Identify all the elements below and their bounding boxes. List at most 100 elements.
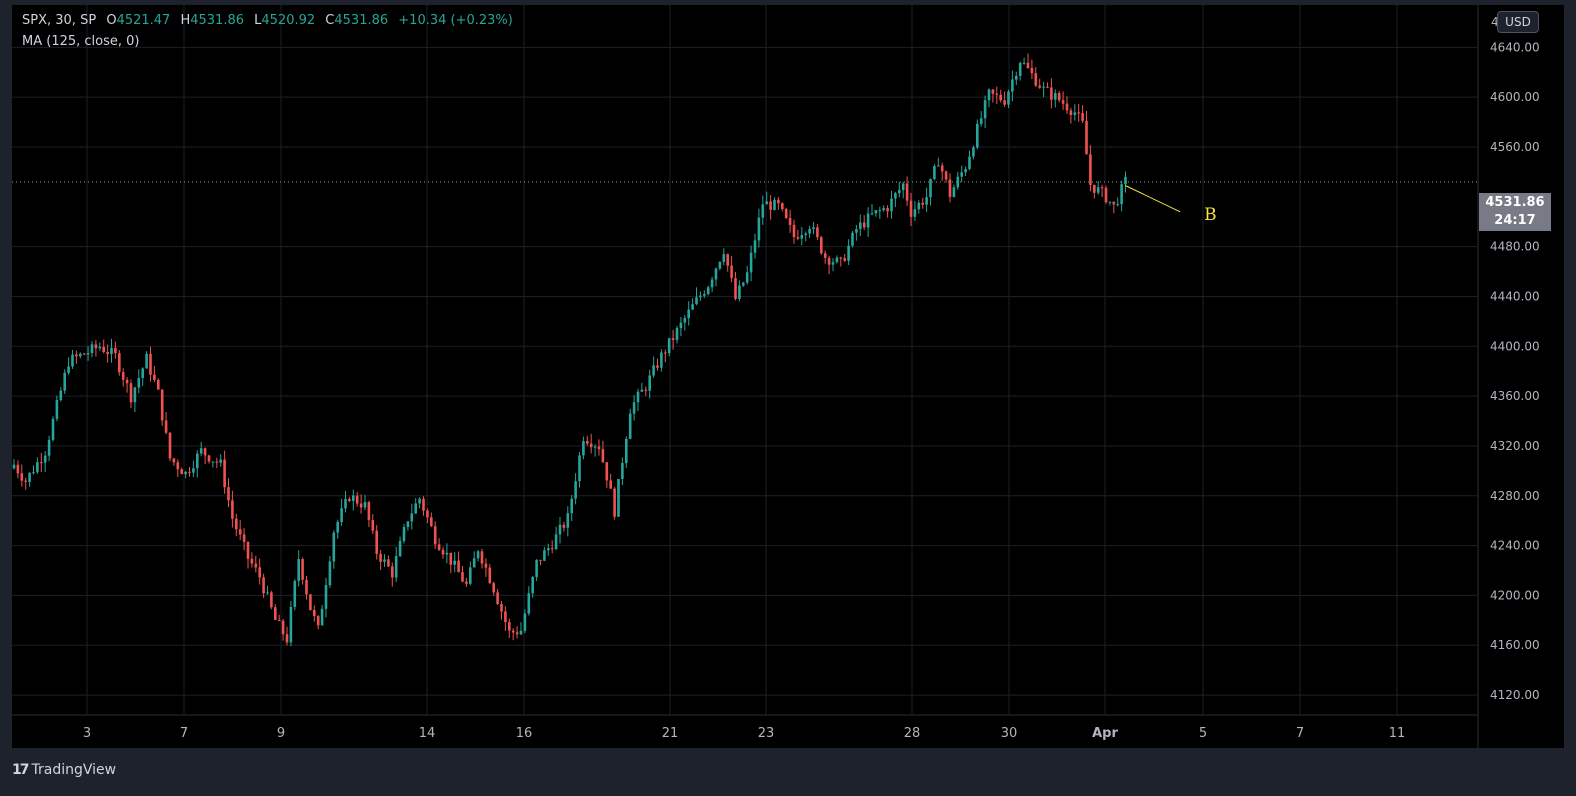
candle[interactable] (1096, 180, 1100, 195)
candle[interactable] (20, 464, 24, 487)
candle[interactable] (613, 486, 616, 520)
candle[interactable] (898, 181, 901, 198)
candle[interactable] (246, 541, 250, 569)
candle[interactable] (449, 552, 453, 574)
candle[interactable] (1100, 184, 1104, 197)
candle[interactable] (901, 181, 905, 199)
candle[interactable] (79, 352, 82, 359)
candle[interactable] (1077, 103, 1080, 122)
candle[interactable] (886, 205, 889, 218)
candle[interactable] (12, 459, 16, 470)
candle[interactable] (469, 561, 472, 586)
candle[interactable] (734, 271, 737, 301)
candle[interactable] (913, 201, 917, 221)
candle[interactable] (699, 291, 702, 302)
candle[interactable] (547, 543, 550, 556)
candle[interactable] (227, 478, 230, 508)
candle[interactable] (781, 202, 784, 212)
candle[interactable] (121, 368, 125, 387)
candle[interactable] (274, 604, 277, 621)
candle[interactable] (379, 549, 382, 571)
candle[interactable] (675, 326, 679, 344)
candle[interactable] (1093, 184, 1096, 199)
candle[interactable] (430, 512, 433, 528)
candle[interactable] (890, 190, 893, 219)
candle[interactable] (231, 490, 234, 528)
candle[interactable] (554, 526, 558, 550)
candle[interactable] (55, 395, 59, 422)
candle[interactable] (718, 261, 722, 271)
candle[interactable] (1022, 57, 1026, 65)
candle[interactable] (765, 191, 768, 205)
candle[interactable] (86, 346, 90, 361)
candle[interactable] (617, 478, 620, 517)
candle[interactable] (59, 387, 63, 402)
candle[interactable] (270, 590, 273, 610)
candle[interactable] (94, 339, 98, 357)
candle[interactable] (1018, 61, 1022, 81)
candle[interactable] (114, 341, 117, 359)
candle[interactable] (215, 457, 219, 469)
candle[interactable] (149, 346, 152, 382)
candle[interactable] (691, 298, 694, 310)
candle[interactable] (203, 447, 207, 465)
candle[interactable] (874, 209, 878, 217)
candle[interactable] (543, 547, 546, 562)
candle[interactable] (472, 551, 476, 568)
candle[interactable] (28, 472, 31, 487)
candle[interactable] (375, 525, 378, 560)
candle[interactable] (894, 191, 897, 208)
candle[interactable] (523, 609, 527, 634)
candle[interactable] (628, 408, 632, 440)
candle[interactable] (706, 285, 710, 296)
candle[interactable] (820, 235, 823, 255)
candle[interactable] (667, 338, 671, 357)
price-axis[interactable] (1478, 5, 1564, 748)
candle[interactable] (562, 521, 566, 532)
candle[interactable] (238, 520, 242, 540)
candle[interactable] (157, 378, 160, 390)
candle[interactable] (1061, 91, 1065, 110)
candle[interactable] (831, 258, 835, 272)
candle[interactable] (324, 577, 328, 618)
candle[interactable] (32, 465, 35, 475)
candle[interactable] (98, 342, 102, 351)
candle[interactable] (855, 224, 858, 241)
candle[interactable] (1116, 197, 1119, 207)
candle[interactable] (67, 357, 70, 376)
candle[interactable] (1124, 171, 1127, 193)
candle[interactable] (671, 329, 675, 350)
candle[interactable] (402, 523, 406, 544)
candle[interactable] (808, 225, 811, 238)
candle[interactable] (1050, 78, 1053, 109)
candle[interactable] (305, 575, 308, 600)
candle[interactable] (492, 581, 495, 596)
candle[interactable] (862, 215, 866, 231)
candle[interactable] (582, 436, 585, 460)
candle[interactable] (352, 489, 355, 511)
candle[interactable] (738, 280, 741, 302)
candle[interactable] (476, 550, 480, 562)
candle[interactable] (578, 451, 581, 488)
candle[interactable] (340, 498, 343, 526)
candle[interactable] (63, 369, 66, 395)
candle[interactable] (1007, 89, 1010, 108)
candle[interactable] (465, 577, 468, 587)
candle[interactable] (328, 556, 332, 588)
candle[interactable] (1108, 201, 1112, 206)
candle[interactable] (1081, 105, 1084, 124)
candle[interactable] (972, 145, 975, 160)
candle[interactable] (804, 231, 807, 242)
candle[interactable] (601, 440, 605, 464)
candle[interactable] (250, 552, 254, 568)
candle[interactable] (925, 187, 928, 212)
candle[interactable] (332, 530, 336, 569)
candle[interactable] (176, 459, 180, 478)
candle[interactable] (348, 496, 351, 503)
candle[interactable] (172, 457, 176, 466)
candle[interactable] (488, 564, 492, 584)
candle[interactable] (761, 195, 765, 225)
candle[interactable] (160, 389, 164, 426)
candle[interactable] (796, 229, 800, 241)
